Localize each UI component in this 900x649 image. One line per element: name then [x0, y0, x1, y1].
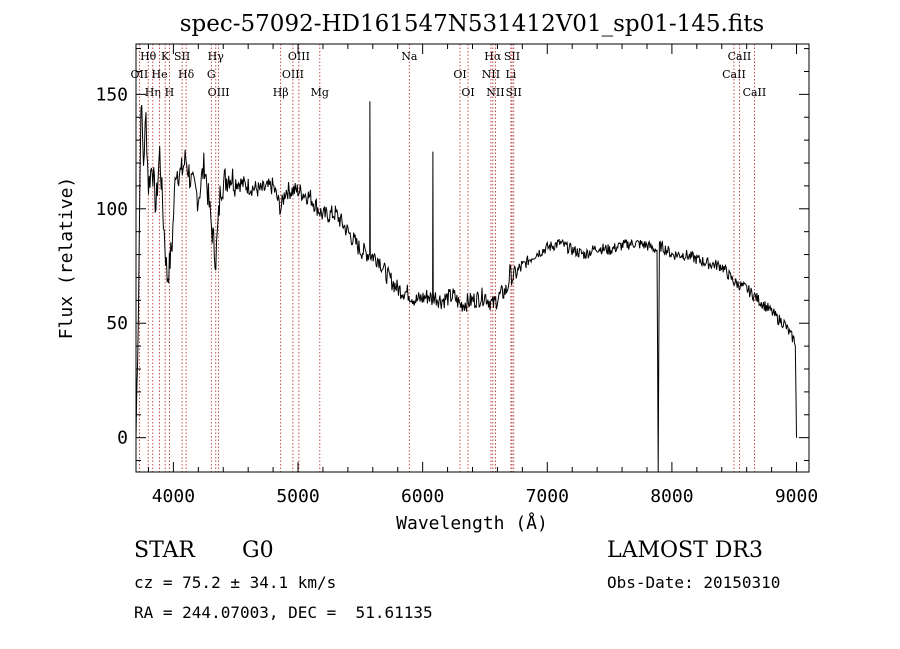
line-marker-label: Hα — [484, 50, 502, 63]
survey-name: LAMOST DR3 — [607, 538, 763, 563]
redshift-readout: cz = 75.2 ± 34.1 km/s — [134, 573, 337, 592]
x-tick-label: 5000 — [276, 486, 319, 507]
line-marker-label: NII — [482, 68, 500, 81]
line-marker-label: H — [165, 86, 175, 99]
line-marker-label: CaII — [722, 68, 746, 81]
coordinates-readout: RA = 244.07003, DEC = 51.61135 — [134, 603, 433, 622]
line-marker-label: OIII — [208, 86, 230, 99]
x-axis-label: Wavelength (Å) — [396, 512, 548, 534]
y-tick-label: 100 — [95, 199, 128, 220]
line-marker-label: Hθ — [140, 50, 157, 63]
line-marker-label: Hη — [145, 86, 161, 99]
line-marker-label: Hδ — [178, 68, 195, 81]
line-marker-label: Na — [401, 50, 418, 63]
line-marker-label: NII — [486, 86, 504, 99]
y-axis-label: Flux (relative) — [56, 177, 77, 340]
observation-date: Obs-Date: 20150310 — [607, 573, 781, 592]
line-marker-label: G — [207, 68, 216, 81]
spectrum-series — [135, 101, 797, 473]
line-marker-label: OIII — [282, 68, 304, 81]
line-marker-label: OII — [131, 68, 149, 81]
line-marker-label: Mg — [311, 86, 329, 99]
y-tick-label: 0 — [117, 428, 128, 449]
line-marker-label: OI — [453, 68, 466, 81]
spectrum-line — [135, 101, 797, 473]
line-marker-label: SII — [506, 86, 522, 99]
x-tick-label: 7000 — [526, 486, 569, 507]
chart-title: spec-57092-HD161547N531412V01_sp01-145.f… — [180, 11, 765, 37]
x-tick-label: 6000 — [401, 486, 444, 507]
x-axis: 4000 5000 6000 7000 8000 9000 — [147, 44, 818, 507]
line-marker-label: SII — [504, 50, 520, 63]
line-marker-label: Hβ — [273, 86, 289, 99]
line-marker-label: OI — [461, 86, 474, 99]
y-tick-label: 50 — [106, 313, 128, 334]
line-marker-label: CaII — [743, 86, 767, 99]
line-marker-label: OIII — [288, 50, 310, 63]
line-marker-label: Hγ — [208, 50, 225, 63]
line-marker-label: He — [152, 68, 168, 81]
object-type: STAR — [134, 538, 195, 563]
spectral-subclass: G0 — [242, 538, 274, 563]
x-tick-label: 4000 — [152, 486, 195, 507]
x-tick-label: 8000 — [650, 486, 693, 507]
line-marker-label: SII — [174, 50, 190, 63]
y-axis: 0 50 100 150 — [95, 48, 809, 462]
y-tick-label: 150 — [95, 84, 128, 105]
line-marker-label: Li — [505, 68, 516, 81]
spectral-line-markers: Hθ OII Hη K He H SII Hδ OIII Hγ G Hβ OIII OIII Mg Na OI O… — [131, 44, 767, 472]
line-marker-label: K — [161, 50, 170, 63]
x-tick-label: 9000 — [775, 486, 818, 507]
line-marker-label: CaII — [728, 50, 752, 63]
